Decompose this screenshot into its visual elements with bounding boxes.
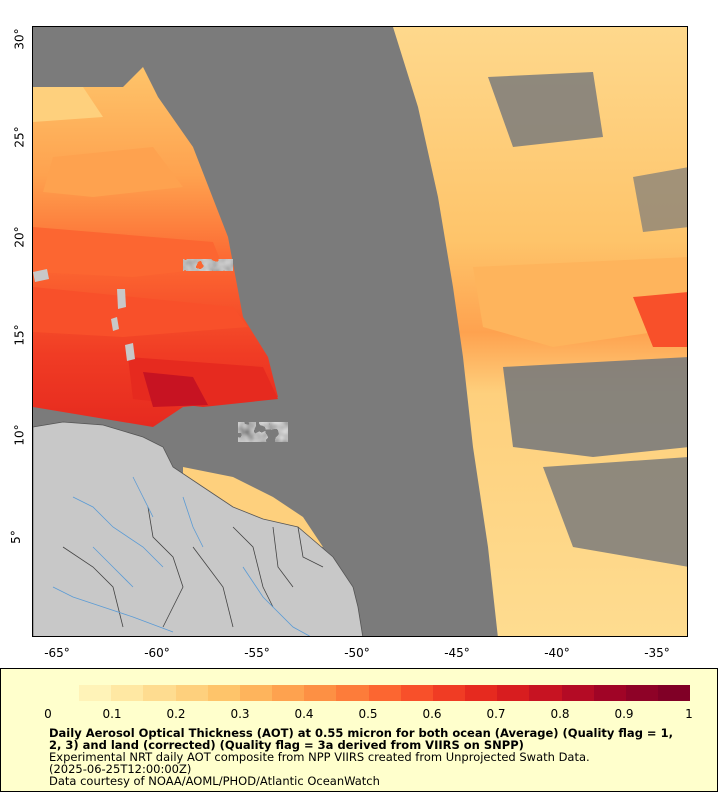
legend-panel: 0 0.1 0.2 0.3 0.4 0.5 0.6 0.7 0.8 0.9 1 …: [0, 668, 718, 792]
country-borders: [62, 506, 324, 628]
aot-map: [33, 27, 687, 636]
color-swatch: [207, 685, 240, 701]
x-tick-label: -55°: [244, 646, 270, 660]
scale-label: 0.3: [230, 707, 250, 721]
scale-label: 0: [44, 707, 52, 721]
aerosol-east-swath: [393, 27, 687, 636]
rivers: [52, 476, 311, 636]
color-scale-bar: [47, 685, 691, 701]
map-plot-area: [32, 26, 688, 637]
color-swatch: [368, 685, 401, 701]
y-tick-label: 25°: [12, 126, 27, 148]
y-tick-label: 20°: [12, 226, 27, 248]
color-swatch: [432, 685, 466, 701]
color-swatch: [239, 685, 273, 701]
scale-label: 0.5: [358, 707, 378, 721]
color-swatch: [400, 685, 433, 701]
x-tick-label: -45°: [444, 646, 470, 660]
x-tick-label: -60°: [144, 646, 170, 660]
scale-label: 0.9: [614, 707, 634, 721]
scale-label: 0.7: [486, 707, 506, 721]
color-swatch: [143, 685, 176, 701]
color-swatch: [497, 685, 530, 701]
x-tick-label: -35°: [644, 646, 670, 660]
color-swatch: [79, 685, 112, 701]
aerosol-west-swath: [33, 67, 288, 442]
y-tick-label: 30°: [12, 28, 27, 50]
color-swatch: [465, 685, 498, 701]
color-swatch: [304, 685, 337, 701]
x-tick-label: -65°: [44, 646, 70, 660]
scale-label: 0.8: [550, 707, 570, 721]
color-swatch: [625, 685, 658, 701]
legend-credit: Data courtesy of NOAA/AOML/PHOD/Atlantic…: [49, 774, 380, 788]
scale-label: 0.2: [166, 707, 186, 721]
x-tick-label: -40°: [544, 646, 570, 660]
y-tick-label: 10°: [12, 424, 27, 446]
land-south-america: [33, 421, 364, 636]
legend-title: Daily Aerosol Optical Thickness (AOT) at…: [49, 726, 673, 752]
scale-label: 1: [685, 707, 693, 721]
color-swatch: [272, 685, 305, 701]
color-swatch: [336, 685, 369, 701]
color-swatch: [529, 685, 562, 701]
color-swatch: [593, 685, 626, 701]
land-islands: [33, 269, 49, 282]
legend-description: Experimental NRT daily AOT composite fro…: [49, 750, 590, 764]
y-tick-label: 15°: [12, 324, 27, 346]
legend-timestamp: (2025-06-25T12:00:00Z): [49, 762, 192, 776]
scale-label: 0.1: [102, 707, 122, 721]
color-swatch: [111, 685, 144, 701]
color-swatch: [561, 685, 594, 701]
color-swatch: [175, 685, 208, 701]
scale-label: 0.4: [294, 707, 314, 721]
color-swatch: [657, 685, 691, 701]
scale-label: 0.6: [422, 707, 442, 721]
y-tick-label: 5°: [8, 530, 23, 544]
color-swatch: [47, 685, 80, 701]
x-tick-label: -50°: [344, 646, 370, 660]
